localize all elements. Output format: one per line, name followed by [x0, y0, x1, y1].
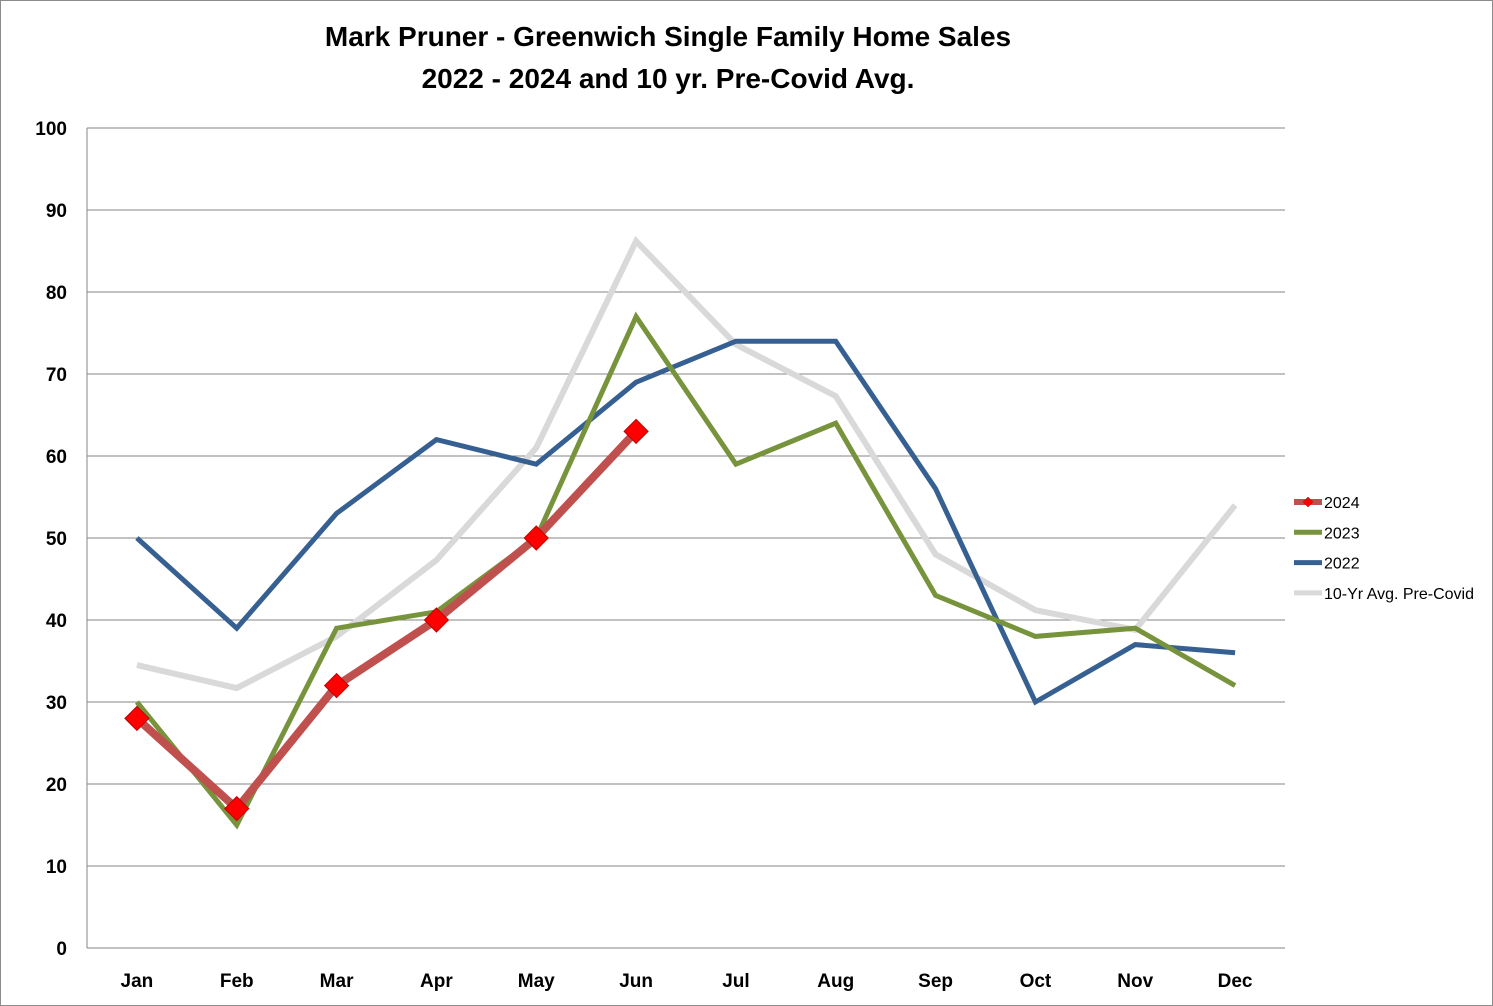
y-tick-label-100: 100 [35, 119, 67, 140]
x-tick-label-jul: Jul [722, 971, 749, 992]
y-tick-label-20: 20 [46, 775, 67, 796]
series-point-2024-apr [423, 607, 450, 633]
series-point-2024-mar [323, 672, 350, 699]
y-tick-label-10: 10 [46, 857, 67, 878]
legend-label-2023: 2023 [1324, 525, 1360, 542]
y-tick-label-30: 30 [46, 693, 67, 714]
x-tick-label-apr: Apr [420, 971, 453, 992]
chart-title: Mark Pruner - Greenwich Single Family Ho… [0, 16, 1336, 100]
x-tick-label-sep: Sep [918, 971, 953, 992]
y-tick-label-70: 70 [46, 365, 67, 386]
series-line-2022 [135, 338, 1236, 706]
y-tick-label-80: 80 [46, 283, 67, 304]
series-line-10-yr-avg-pre-covid [136, 235, 1238, 692]
legend-marker-2024 [1302, 496, 1314, 508]
x-tick-label-dec: Dec [1218, 971, 1253, 992]
chart-title-line-1: Mark Pruner - Greenwich Single Family Ho… [324, 21, 1012, 52]
chart-title-line-2: 2022 - 2024 and 10 yr. Pre-Covid Avg. [421, 63, 915, 94]
series-line-2023 [134, 311, 1237, 830]
x-tick-label-may: May [518, 971, 555, 992]
legend-label-2024: 2024 [1324, 495, 1360, 512]
x-tick-label-aug: Aug [817, 971, 854, 992]
x-tick-label-mar: Mar [320, 971, 354, 992]
series-point-2024-feb [224, 795, 250, 822]
series-line-2024 [134, 428, 640, 815]
y-tick-label-50: 50 [46, 529, 67, 550]
x-tick-label-jun: Jun [619, 971, 653, 992]
legend-label-2022: 2022 [1324, 556, 1360, 573]
x-tick-label-jan: Jan [121, 971, 154, 992]
y-tick-label-0: 0 [56, 939, 67, 960]
series-point-2024-jan [124, 705, 150, 732]
y-tick-label-40: 40 [46, 611, 67, 632]
x-tick-label-oct: Oct [1020, 971, 1052, 992]
x-tick-label-nov: Nov [1117, 971, 1153, 992]
y-tick-label-60: 60 [46, 447, 67, 468]
y-tick-label-90: 90 [46, 201, 67, 222]
series-point-2024-jun [623, 418, 649, 445]
series-point-2024-may [523, 525, 549, 551]
x-tick-label-feb: Feb [220, 971, 254, 992]
legend-label-10-yr-avg-pre-covid: 10-Yr Avg. Pre-Covid [1324, 586, 1474, 603]
